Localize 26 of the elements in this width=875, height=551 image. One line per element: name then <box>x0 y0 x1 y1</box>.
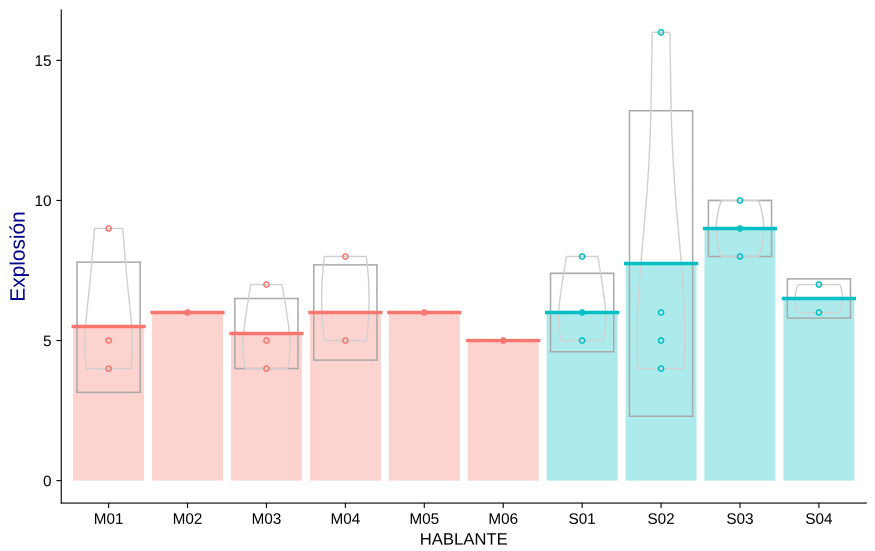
bar <box>152 312 224 481</box>
bar <box>704 228 776 481</box>
bar <box>468 340 539 481</box>
x-tick-label: S04 <box>806 513 832 524</box>
y-tick-label: 0 <box>44 476 51 486</box>
bar <box>310 312 381 481</box>
bar <box>626 263 697 481</box>
y-tick-label: 15 <box>36 55 51 66</box>
x-tick-label: M02 <box>174 513 202 524</box>
bar <box>230 334 302 481</box>
y-tick-label: 5 <box>44 336 51 346</box>
bar <box>388 312 460 481</box>
x-tick-label: S02 <box>648 513 674 524</box>
x-axis-title: HABLANTE <box>421 533 508 545</box>
x-tick-label: M05 <box>410 513 439 524</box>
x-tick-label: S03 <box>727 513 753 524</box>
y-axis-title: Explosión <box>9 212 29 300</box>
x-tick-label: M03 <box>252 513 281 524</box>
bar <box>783 298 854 481</box>
bar <box>73 326 144 481</box>
x-tick-label: S01 <box>569 513 595 524</box>
x-tick-label: M06 <box>490 513 518 524</box>
x-tick-label: M04 <box>332 513 360 524</box>
bar <box>546 312 618 481</box>
x-tick-label: M01 <box>94 513 123 524</box>
y-tick-label: 10 <box>36 195 51 206</box>
